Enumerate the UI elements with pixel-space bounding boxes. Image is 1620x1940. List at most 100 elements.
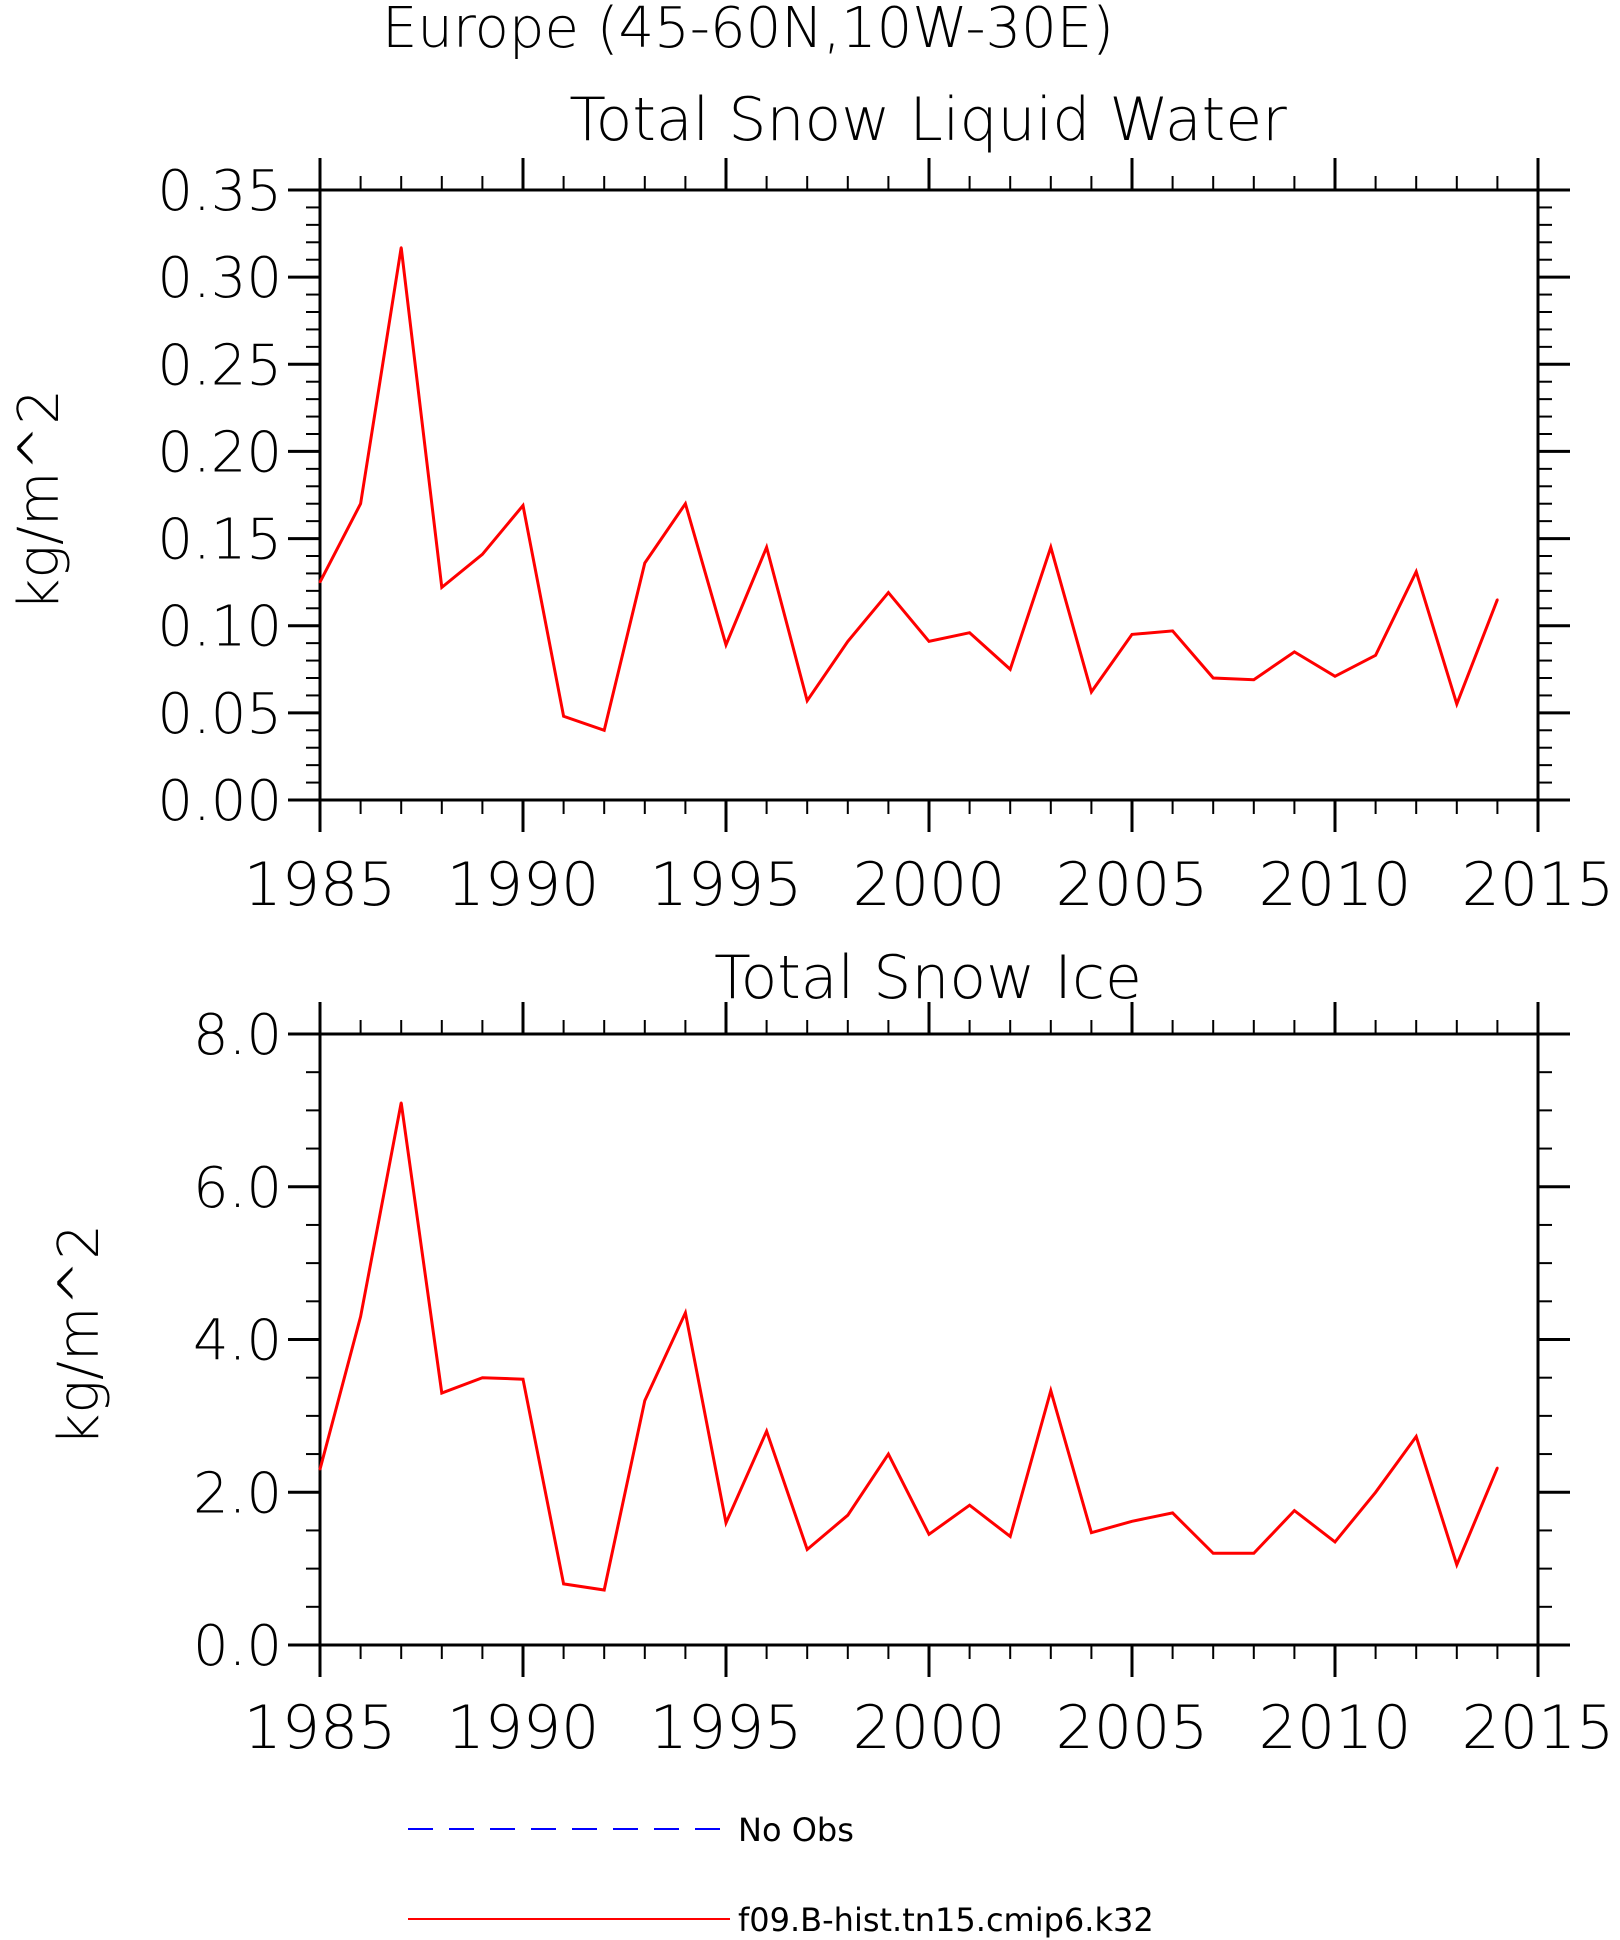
x-tick-label: 1985 [244, 850, 397, 920]
y-tick-label: 0.25 [157, 333, 282, 398]
data-point [806, 699, 809, 702]
data-point [603, 729, 606, 732]
data-point [643, 561, 646, 565]
x-tick-label: 2000 [853, 850, 1006, 920]
y-tick-label: 8.0 [193, 1003, 282, 1068]
data-point [1455, 1563, 1459, 1567]
data-point [887, 591, 890, 594]
data-point [440, 1391, 443, 1395]
data-point [1374, 654, 1377, 657]
data-point [684, 502, 687, 505]
y-tick-label: 0.05 [157, 682, 282, 747]
data-point [684, 1311, 687, 1315]
y-tick-label: 0.30 [157, 246, 282, 311]
data-point [1496, 1466, 1499, 1470]
data-point [765, 1430, 768, 1433]
data-point [318, 1468, 322, 1471]
y-tick-label: 2.0 [193, 1461, 282, 1526]
data-point [968, 631, 971, 634]
data-point [927, 1533, 931, 1536]
data-point [359, 502, 362, 505]
data-point [1415, 1435, 1418, 1438]
data-point [1212, 1552, 1215, 1555]
y-axis-label: kg/m^2 [7, 389, 72, 611]
x-tick-label: 2000 [853, 1693, 1006, 1763]
data-point [1009, 1535, 1012, 1538]
data-point [1293, 650, 1296, 654]
data-point [440, 586, 443, 589]
y-tick-label: 0.35 [157, 159, 282, 224]
data-point [1090, 1531, 1093, 1534]
data-point [481, 1376, 484, 1379]
data-point [562, 715, 565, 718]
data-point [724, 643, 728, 647]
data-point [1496, 598, 1499, 601]
legend-label-model: f09.B-hist.tn15.cmip6.k32 [738, 1901, 1154, 1939]
data-point [1090, 690, 1093, 694]
x-tick-label: 1985 [244, 1693, 397, 1763]
chart-title: Total Snow Ice [714, 943, 1142, 1013]
x-tick-label: 1990 [447, 1693, 600, 1763]
data-point [765, 546, 768, 549]
y-tick-label: 0.10 [157, 595, 282, 660]
data-point [1455, 702, 1459, 706]
data-point [481, 553, 484, 556]
data-point [1212, 676, 1215, 680]
chart-panel-snow-ice: Total Snow Ice kg/m^2 1985 1990 1995 2000 20… [47, 943, 1614, 1763]
data-point [1049, 1389, 1053, 1392]
data-point [1130, 633, 1134, 636]
x-tick-label: 1995 [650, 1693, 803, 1763]
data-point [1252, 1552, 1256, 1555]
data-point [521, 1378, 525, 1381]
data-point [887, 1452, 890, 1456]
data-point [846, 640, 849, 643]
data-point [927, 640, 931, 643]
data-point [1293, 1509, 1296, 1512]
y-tick-label: 0.0 [193, 1614, 282, 1679]
data-point [400, 1101, 403, 1104]
legend-item-model: f09.B-hist.tn15.cmip6.k32 [408, 1901, 1154, 1939]
data-point [603, 1588, 606, 1592]
data-point [806, 1548, 809, 1551]
chart-title: Total Snow Liquid Water [569, 85, 1287, 155]
data-point [318, 580, 322, 584]
plot-frame [318, 1032, 1540, 1647]
y-tick-label: 0.20 [157, 420, 282, 485]
x-tick-label: 2005 [1056, 850, 1209, 920]
figure-title: Europe (45-60N,10W-30E) [382, 0, 1114, 61]
data-point [1415, 570, 1418, 573]
data-point [1049, 546, 1053, 549]
legend-item-obs: No Obs [408, 1811, 854, 1849]
series-line-model [318, 247, 1499, 733]
y-tick-label: 4.0 [193, 1309, 282, 1374]
data-point [1333, 1540, 1337, 1544]
data-point [562, 1582, 565, 1586]
x-tick-label: 1990 [447, 850, 600, 920]
data-point [359, 1315, 362, 1318]
x-tick-label: 2015 [1462, 850, 1615, 920]
data-point [521, 504, 525, 507]
x-tick-label: 2010 [1259, 850, 1412, 920]
data-point [724, 1521, 728, 1525]
plot-frame [318, 188, 1540, 802]
series-line-model [318, 1102, 1499, 1592]
data-point [1333, 675, 1337, 678]
legend: No Obs f09.B-hist.tn15.cmip6.k32 [408, 1811, 1154, 1939]
y-tick-label: 0.15 [157, 508, 282, 573]
data-point [400, 246, 403, 249]
x-tick-label: 2010 [1259, 1693, 1412, 1763]
data-point [1009, 668, 1012, 671]
y-tick-label: 0.00 [157, 769, 282, 834]
data-point [968, 1504, 971, 1507]
data-point [1374, 1491, 1377, 1494]
legend-label-obs: No Obs [738, 1811, 854, 1849]
y-tick-label: 6.0 [193, 1156, 282, 1221]
data-point [1171, 629, 1174, 633]
data-point [1252, 678, 1256, 681]
y-axis-label: kg/m^2 [47, 1224, 112, 1446]
x-tick-label: 2015 [1462, 1693, 1615, 1763]
data-point [643, 1399, 646, 1402]
x-tick-label: 1995 [650, 850, 803, 920]
chart-panel-snow-liquid-water: Total Snow Liquid Water kg/m^2 1985 1990 1… [7, 85, 1614, 920]
